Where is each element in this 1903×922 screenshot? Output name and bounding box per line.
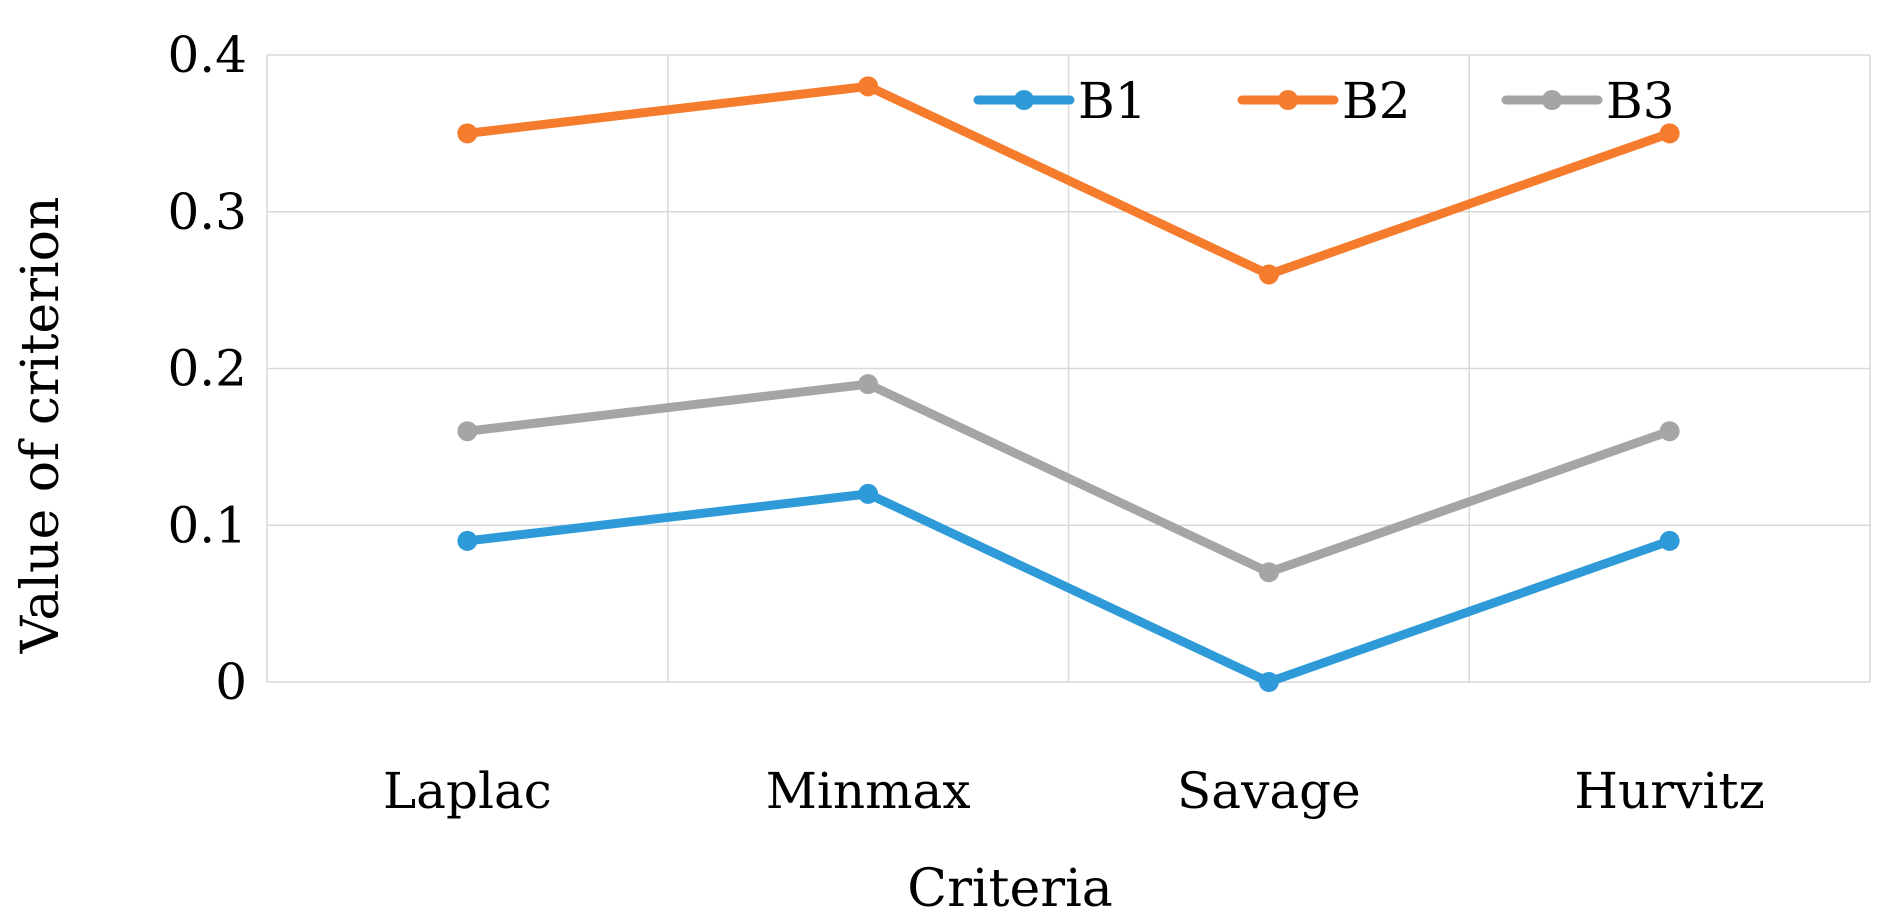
x-tick-label: Hurvitz [1574, 762, 1764, 820]
legend-label-B2: B2 [1342, 72, 1411, 130]
y-axis-ticks: 0 0.1 0.2 0.3 0.4 [167, 26, 247, 711]
x-tick-label: Savage [1177, 762, 1361, 820]
series-line-B1 [462, 489, 1675, 687]
data-point-B1 [1258, 672, 1279, 692]
x-axis-ticks: Laplac Minmax Savage Hurvitz [383, 762, 1765, 820]
series-B1 [457, 483, 1680, 692]
data-point-B3 [858, 374, 879, 395]
data-point-B1 [1659, 530, 1680, 551]
data-point-B3 [1659, 421, 1680, 442]
legend-marker-B2 [1278, 90, 1298, 110]
data-point-B2 [457, 123, 478, 144]
series-line-B3 [462, 379, 1675, 577]
y-tick-label: 0.3 [167, 183, 247, 241]
y-tick-label: 0.2 [167, 340, 247, 398]
legend-item-B2: B2 [1237, 72, 1411, 130]
legend-marker-B3 [1542, 90, 1562, 110]
y-tick-label: 0 [215, 653, 247, 711]
series-B3 [457, 374, 1680, 583]
data-point-B1 [457, 530, 478, 551]
legend-item-B1: B1 [973, 72, 1147, 130]
series-lines [457, 76, 1680, 692]
x-tick-label: Minmax [766, 762, 971, 820]
data-point-B3 [457, 421, 478, 442]
series-line-B2 [462, 81, 1675, 279]
legend-item-B3: B3 [1501, 72, 1675, 130]
y-axis-title: Value of criterion [11, 197, 71, 655]
data-point-B2 [858, 76, 879, 97]
legend-label-B1: B1 [1078, 72, 1147, 130]
x-tick-label: Laplac [383, 762, 552, 820]
series-B2 [457, 76, 1680, 285]
y-tick-label: 0.1 [167, 496, 247, 554]
data-point-B2 [1659, 123, 1680, 144]
y-tick-label: 0.4 [167, 26, 247, 84]
legend-marker-B1 [1014, 90, 1034, 110]
data-point-B1 [858, 483, 879, 504]
legend-label-B3: B3 [1606, 72, 1675, 130]
grid [266, 54, 1871, 683]
legend: B1 B2 B3 [973, 72, 1675, 130]
data-point-B2 [1258, 264, 1279, 285]
data-point-B3 [1258, 562, 1279, 583]
x-axis-title: Criteria [907, 859, 1112, 919]
